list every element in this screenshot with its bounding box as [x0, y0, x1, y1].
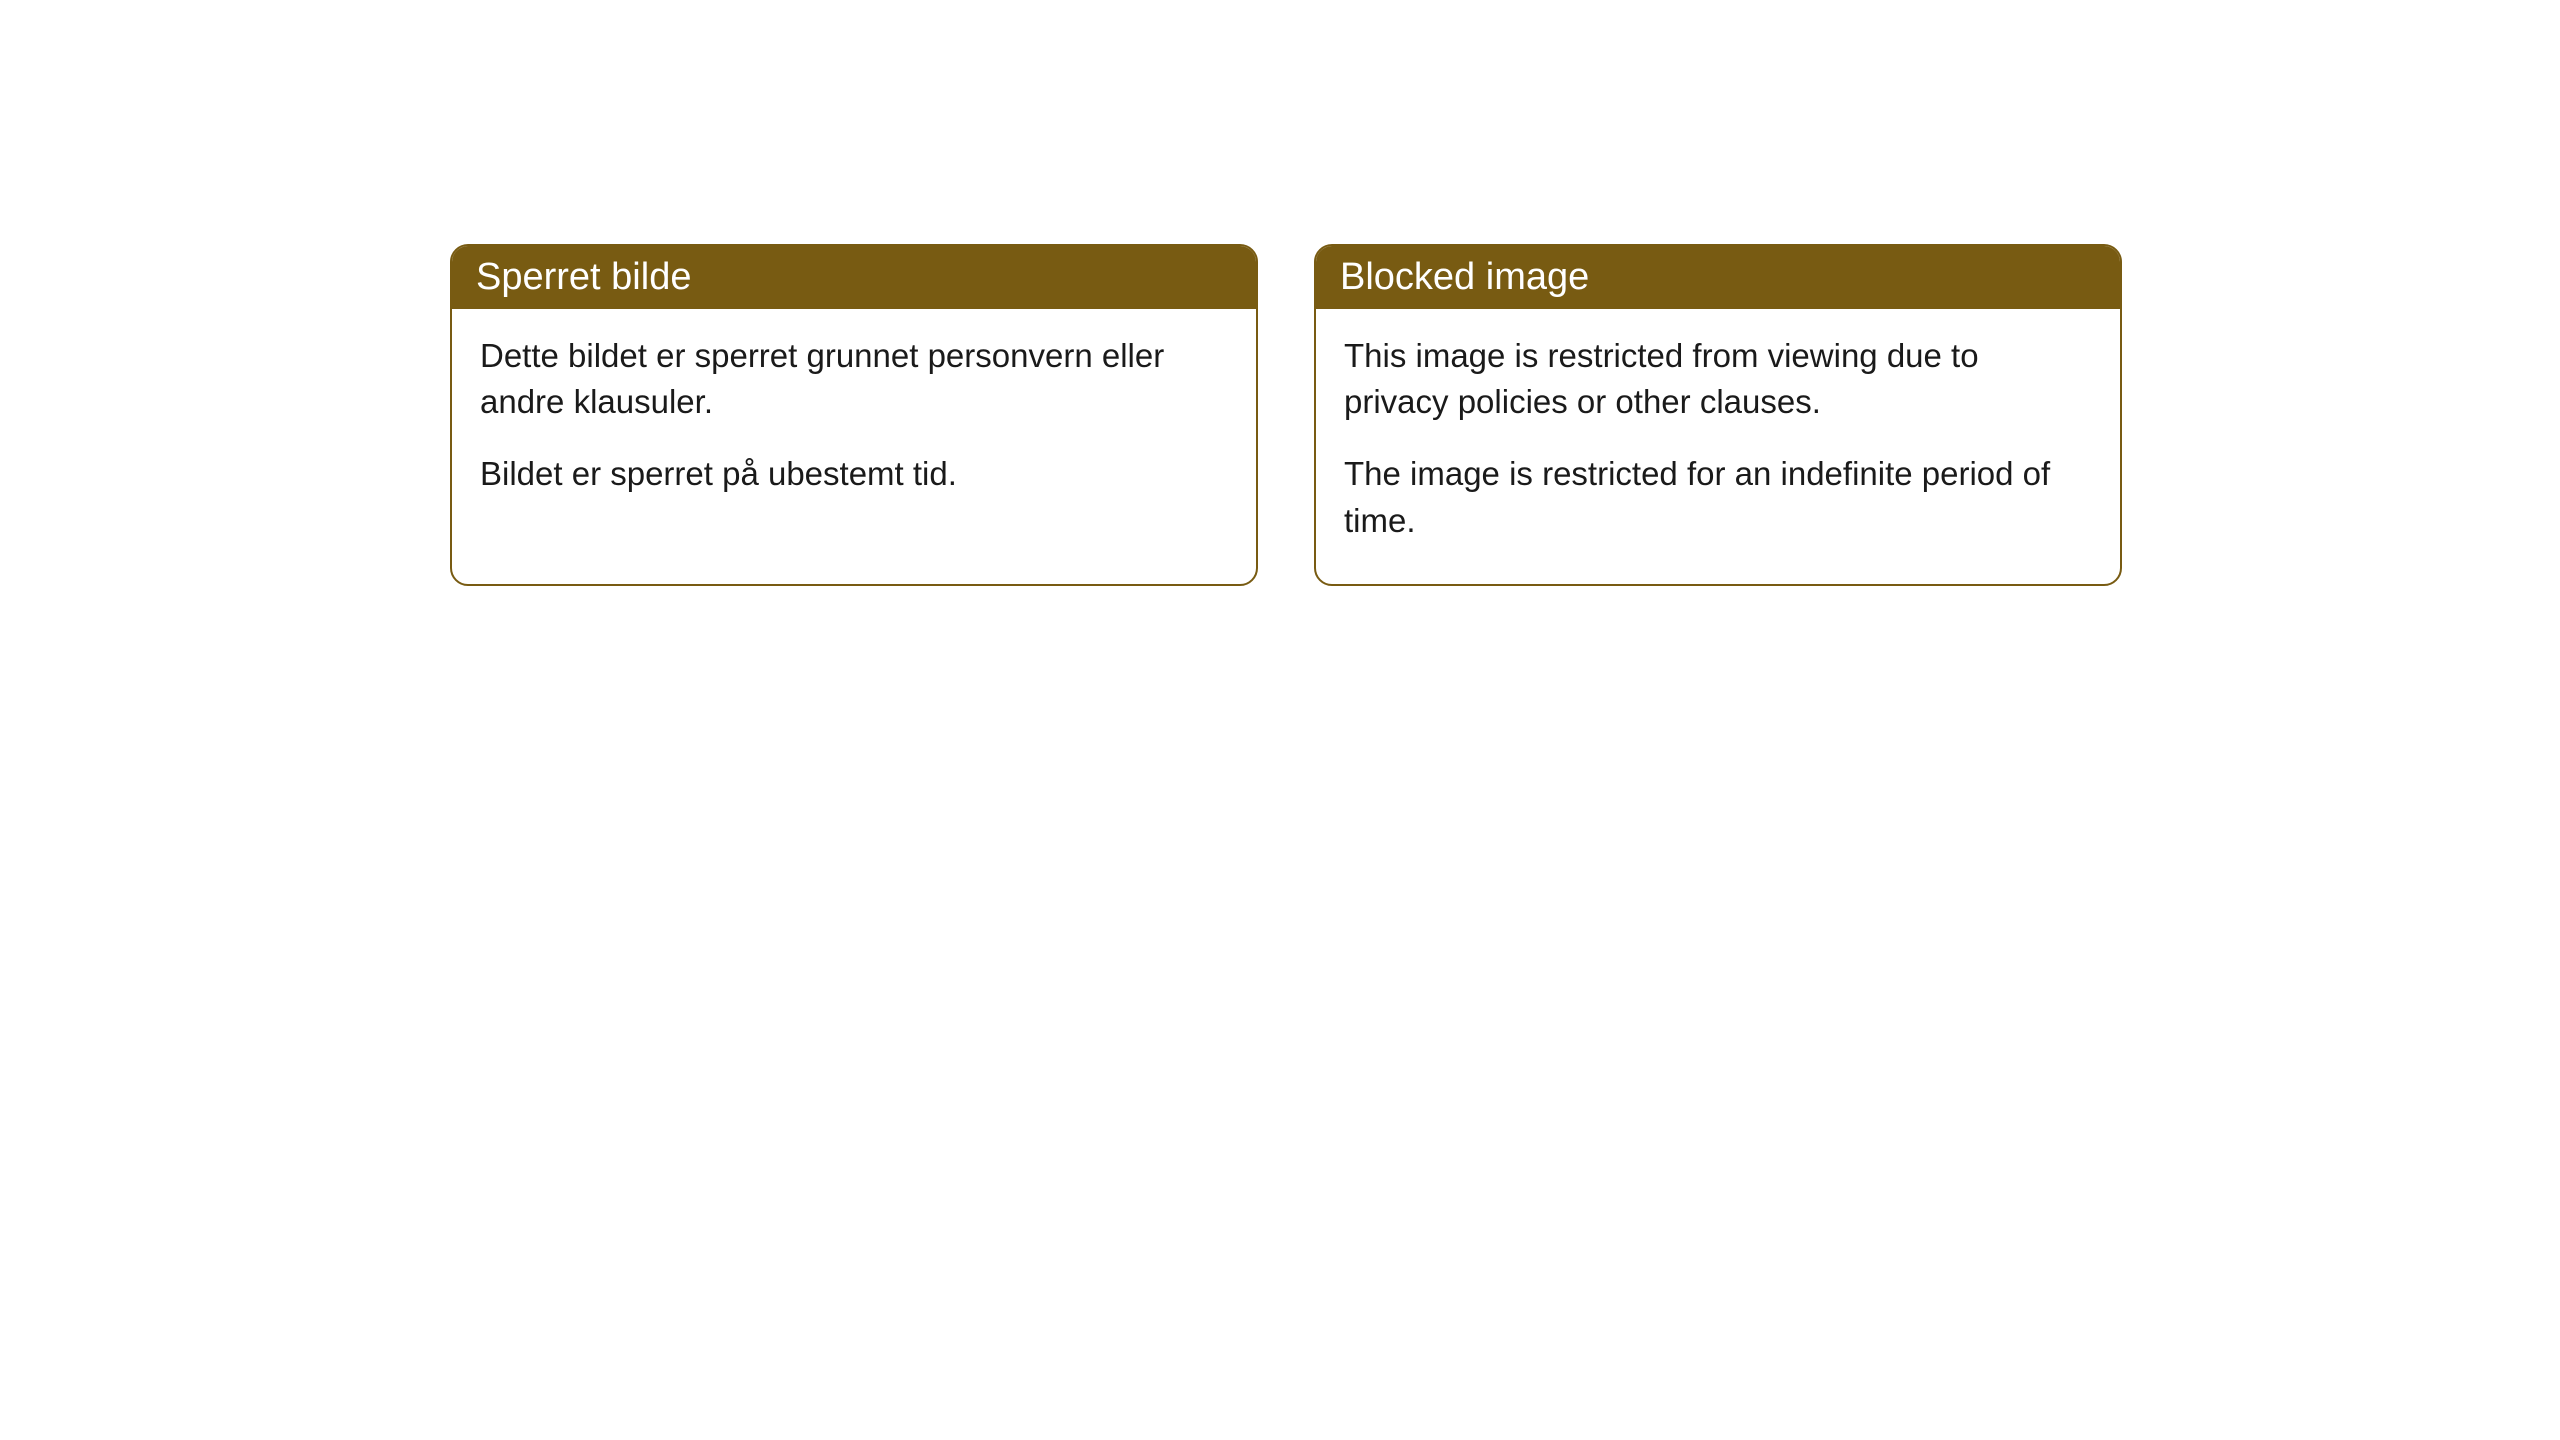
- card-text-norwegian-1: Dette bildet er sperret grunnet personve…: [480, 333, 1228, 425]
- card-text-english-1: This image is restricted from viewing du…: [1344, 333, 2092, 425]
- notice-cards-container: Sperret bilde Dette bildet er sperret gr…: [450, 244, 2122, 586]
- card-body-norwegian: Dette bildet er sperret grunnet personve…: [452, 309, 1256, 538]
- blocked-image-card-english: Blocked image This image is restricted f…: [1314, 244, 2122, 586]
- card-header-norwegian: Sperret bilde: [452, 246, 1256, 309]
- card-header-english: Blocked image: [1316, 246, 2120, 309]
- card-text-norwegian-2: Bildet er sperret på ubestemt tid.: [480, 451, 1228, 497]
- card-body-english: This image is restricted from viewing du…: [1316, 309, 2120, 584]
- card-text-english-2: The image is restricted for an indefinit…: [1344, 451, 2092, 543]
- blocked-image-card-norwegian: Sperret bilde Dette bildet er sperret gr…: [450, 244, 1258, 586]
